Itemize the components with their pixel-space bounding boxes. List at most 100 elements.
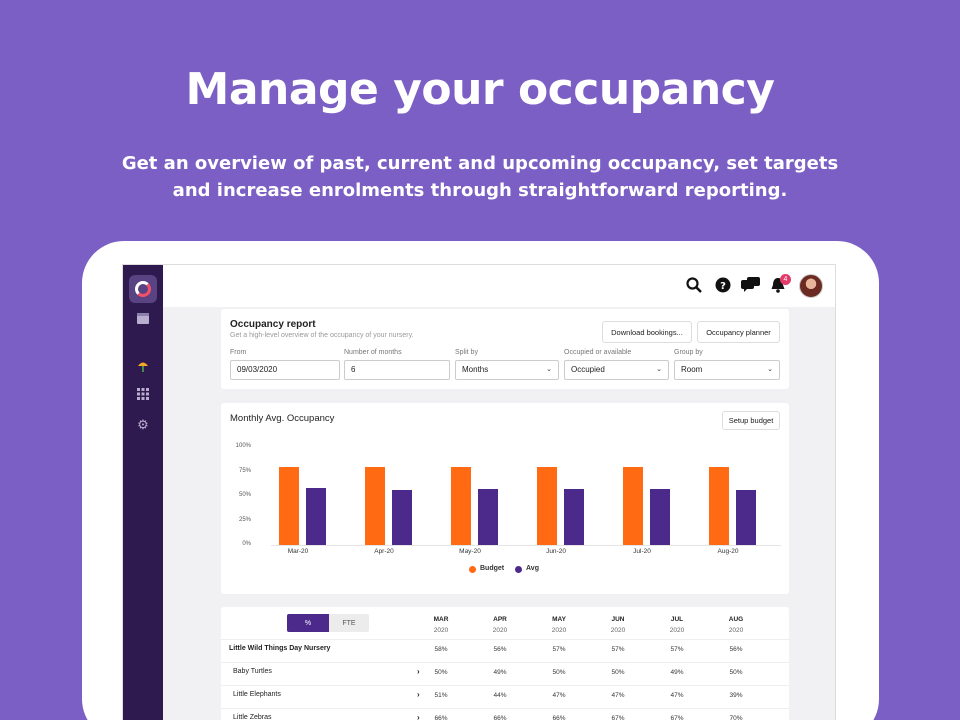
chat-icon[interactable]	[741, 277, 760, 295]
table-cell: 57%	[611, 646, 625, 653]
calendar-icon[interactable]	[135, 311, 151, 327]
gear-icon[interactable]: ⚙	[137, 417, 149, 432]
column-header-month: JUN	[611, 616, 625, 623]
occupied-label: Occupied or available	[564, 349, 632, 356]
y-tick-label: 75%	[238, 467, 251, 474]
table-cell: 49%	[670, 669, 684, 676]
table-cell: 66%	[434, 715, 448, 720]
report-card: Occupancy report Get a high-level overvi…	[221, 309, 789, 389]
hero-subtitle: Get an overview of past, current and upc…	[120, 150, 840, 204]
bar-avg-jun-20	[564, 489, 584, 545]
occupied-select[interactable]: Occupied ⌄	[564, 360, 669, 380]
app-logo[interactable]	[129, 275, 157, 303]
sidebar: ⚙	[123, 265, 163, 720]
expand-chevron-icon[interactable]: ›	[417, 667, 420, 676]
hero-title: Manage your occupancy	[185, 64, 775, 115]
column-header-year: 2020	[433, 627, 449, 634]
table-cell: 58%	[434, 646, 448, 653]
column-header-year: 2020	[492, 627, 508, 634]
table-cell: 50%	[552, 669, 566, 676]
table-cell: 47%	[552, 692, 566, 699]
grid-icon[interactable]	[135, 388, 151, 404]
hero-subtitle-line-2: and increase enrolments through straight…	[172, 180, 788, 201]
from-date-value: 09/03/2020	[237, 365, 278, 374]
occupied-value: Occupied	[571, 365, 605, 374]
split-by-select[interactable]: Months ⌄	[455, 360, 559, 380]
bar-avg-may-20	[478, 489, 498, 545]
table-cell: 50%	[434, 669, 448, 676]
months-value: 6	[351, 365, 356, 374]
notification-badge: 4	[780, 274, 791, 285]
table-cell: 66%	[493, 715, 507, 720]
y-tick-label: 25%	[238, 516, 251, 523]
column-header: JUL 2020	[657, 615, 697, 635]
column-header-month: MAR	[433, 616, 449, 623]
expand-chevron-icon[interactable]: ›	[417, 690, 420, 699]
months-input[interactable]: 6	[344, 360, 450, 380]
table-cell: 47%	[670, 692, 684, 699]
group-by-label: Group by	[674, 349, 703, 356]
y-tick-label: 100%	[235, 443, 251, 449]
fte-toggle[interactable]: FTE	[329, 614, 369, 632]
search-icon[interactable]	[685, 277, 703, 295]
svg-text:?: ?	[720, 281, 726, 292]
column-header: MAR 2020	[421, 615, 461, 635]
table-cell: 51%	[434, 692, 448, 699]
legend-budget-swatch	[469, 566, 476, 573]
legend-avg-swatch	[515, 566, 522, 573]
hero-subtitle-line-1: Get an overview of past, current and upc…	[121, 153, 839, 174]
from-date-input[interactable]: 09/03/2020	[230, 360, 340, 380]
table-cell: 50%	[729, 669, 743, 676]
app-screen: ⚙ ? 4 Occupancy report Get a high-level …	[122, 264, 836, 720]
bar-budget-jun-20	[537, 466, 557, 545]
top-bar: ? 4	[163, 265, 835, 307]
table-cell: 66%	[552, 715, 566, 720]
y-tick-label: 50%	[238, 492, 251, 498]
column-header-month: AUG	[728, 616, 744, 623]
group-by-value: Room	[681, 365, 703, 374]
column-header-year: 2020	[551, 627, 567, 634]
chart-title: Monthly Avg. Occupancy	[230, 413, 335, 424]
x-tick-label: Apr-20	[374, 548, 394, 555]
column-header-year: 2020	[669, 627, 685, 634]
room-row-name: Little Zebras	[233, 714, 272, 720]
table-cell: 39%	[729, 692, 743, 699]
x-tick-label: Jun-20	[546, 548, 566, 555]
table-cell: 57%	[670, 646, 684, 653]
chevron-down-icon: ⌄	[656, 366, 662, 373]
occupancy-planner-button[interactable]: Occupancy planner	[697, 321, 780, 343]
legend-avg-label: Avg	[526, 565, 539, 572]
column-header: MAY 2020	[539, 615, 579, 635]
table-cell: 57%	[552, 646, 566, 653]
setup-budget-button[interactable]: Setup budget	[722, 411, 780, 430]
bar-budget-aug-20	[709, 466, 729, 545]
row-divider	[221, 639, 789, 640]
nursery-row-name: Little Wild Things Day Nursery	[229, 645, 331, 652]
split-by-label: Split by	[455, 349, 478, 356]
column-header-year: 2020	[610, 627, 626, 634]
row-divider	[221, 708, 789, 709]
umbrella-icon[interactable]	[135, 359, 151, 375]
avatar[interactable]	[799, 274, 823, 298]
expand-chevron-icon[interactable]: ›	[417, 713, 420, 720]
column-header: APR 2020	[480, 615, 520, 635]
column-header-year: 2020	[728, 627, 744, 634]
group-by-select[interactable]: Room ⌄	[674, 360, 780, 380]
percent-toggle[interactable]: %	[287, 614, 329, 632]
bar-budget-mar-20	[279, 466, 299, 545]
legend-budget-label: Budget	[480, 565, 505, 572]
column-header: JUN 2020	[598, 615, 638, 635]
table-cell: 44%	[493, 692, 507, 699]
table-cell: 67%	[670, 715, 684, 720]
x-tick-label: Mar-20	[287, 548, 309, 555]
room-row-name: Little Elephants	[233, 691, 281, 698]
download-bookings-button[interactable]: Download bookings...	[602, 321, 692, 343]
row-divider	[221, 685, 789, 686]
help-icon[interactable]: ?	[714, 277, 732, 295]
bar-avg-aug-20	[736, 490, 756, 545]
column-header-month: JUL	[670, 616, 684, 623]
x-tick-label: Aug-20	[717, 548, 739, 555]
table-cell: 56%	[493, 646, 507, 653]
bar-avg-jul-20	[650, 489, 670, 545]
occupancy-table: % FTE MAR 2020 APR 2020 MAY 2020 JUN 2020 JUL 202…	[221, 607, 789, 720]
